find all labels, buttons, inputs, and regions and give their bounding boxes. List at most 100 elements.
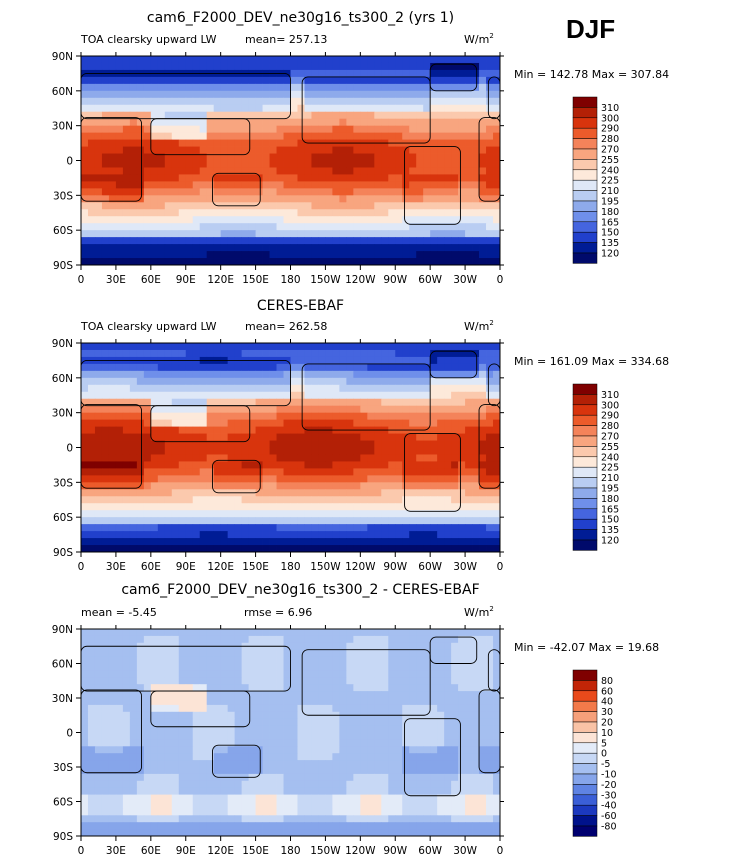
field-cell [178,454,187,462]
field-cell [437,468,445,476]
field-cell [360,454,368,462]
field-cell [290,538,298,546]
field-cell [164,132,173,140]
field-cell [136,377,145,386]
field-cell [185,419,194,427]
field-cell [129,56,138,64]
field-cell [339,90,347,99]
field-cell [164,62,173,71]
field-cell [276,209,284,217]
field-cell [465,440,473,448]
field-cell [171,202,180,210]
field-cell [108,482,117,490]
field-cell [451,104,459,113]
field-cell [486,663,494,671]
field-cell [143,538,152,546]
field-cell [248,684,256,692]
field-cell [444,739,452,747]
field-cell [227,684,236,692]
field-cell [164,125,173,134]
field-cell [164,461,173,469]
field-cell [255,635,263,644]
field-cell [486,475,494,483]
field-cell [171,426,180,434]
field-cell [185,343,194,351]
field-cell [374,90,382,99]
field-cell [276,139,284,147]
field-cell [388,746,396,754]
field-cell [101,146,110,154]
field-cell [241,691,249,699]
field-cell [276,704,284,713]
field-cell [437,412,445,421]
field-cell [276,167,284,175]
field-cell [374,97,382,106]
field-cell [332,531,340,539]
field-cell [115,725,124,733]
field-cell [87,349,96,358]
field-cell [395,691,403,699]
field-cell [81,195,89,203]
field-cell [269,188,277,196]
field-cell [423,83,431,92]
field-cell [157,363,166,372]
field-cell [353,656,361,664]
field-cell [276,118,284,127]
panel-subtitle: TOA clearsky upward LW [80,33,217,46]
field-cell [458,538,466,546]
field-cell [339,405,347,414]
field-cell [409,244,417,252]
field-cell [430,223,438,231]
field-cell [248,760,256,768]
field-cell [206,482,215,490]
field-cell [416,538,424,546]
field-cell [346,104,354,113]
field-cell [241,139,249,147]
field-cell [199,174,208,182]
field-cell [143,118,152,127]
field-cell [122,725,131,733]
field-cell [94,343,103,351]
field-cell [381,635,389,644]
field-cell [465,139,473,147]
field-cell [164,635,173,644]
field-cell [339,62,347,71]
field-cell [122,698,131,706]
field-cell [409,97,417,106]
field-cell [157,412,166,421]
field-cell [311,209,319,217]
field-cell [192,237,201,245]
field-cell [297,90,305,99]
field-cell [332,153,340,161]
field-cell [199,195,208,203]
field-cell [381,174,389,182]
field-cell [248,447,256,455]
field-cell [115,649,124,657]
field-cell [234,146,243,154]
field-cell [290,111,298,120]
field-cell [339,496,347,504]
field-cell [402,356,410,365]
field-cell [227,56,236,64]
field-cell [101,447,110,455]
field-cell [395,746,403,754]
field-cell [360,216,368,224]
field-cell [150,503,159,511]
field-cell [283,216,291,224]
field-cell [206,517,215,525]
field-cell [178,146,187,154]
field-cell [255,230,263,238]
field-cell [395,649,403,657]
field-cell [493,405,501,414]
field-cell [444,482,452,490]
field-cell [255,111,263,120]
field-cell [276,377,284,386]
field-cell [108,531,117,539]
field-cell [283,195,291,203]
field-cell [304,356,312,365]
field-cell [402,349,410,358]
field-cell [255,209,263,217]
field-cell [206,195,215,203]
field-cell [94,349,103,358]
field-cell [143,384,152,393]
